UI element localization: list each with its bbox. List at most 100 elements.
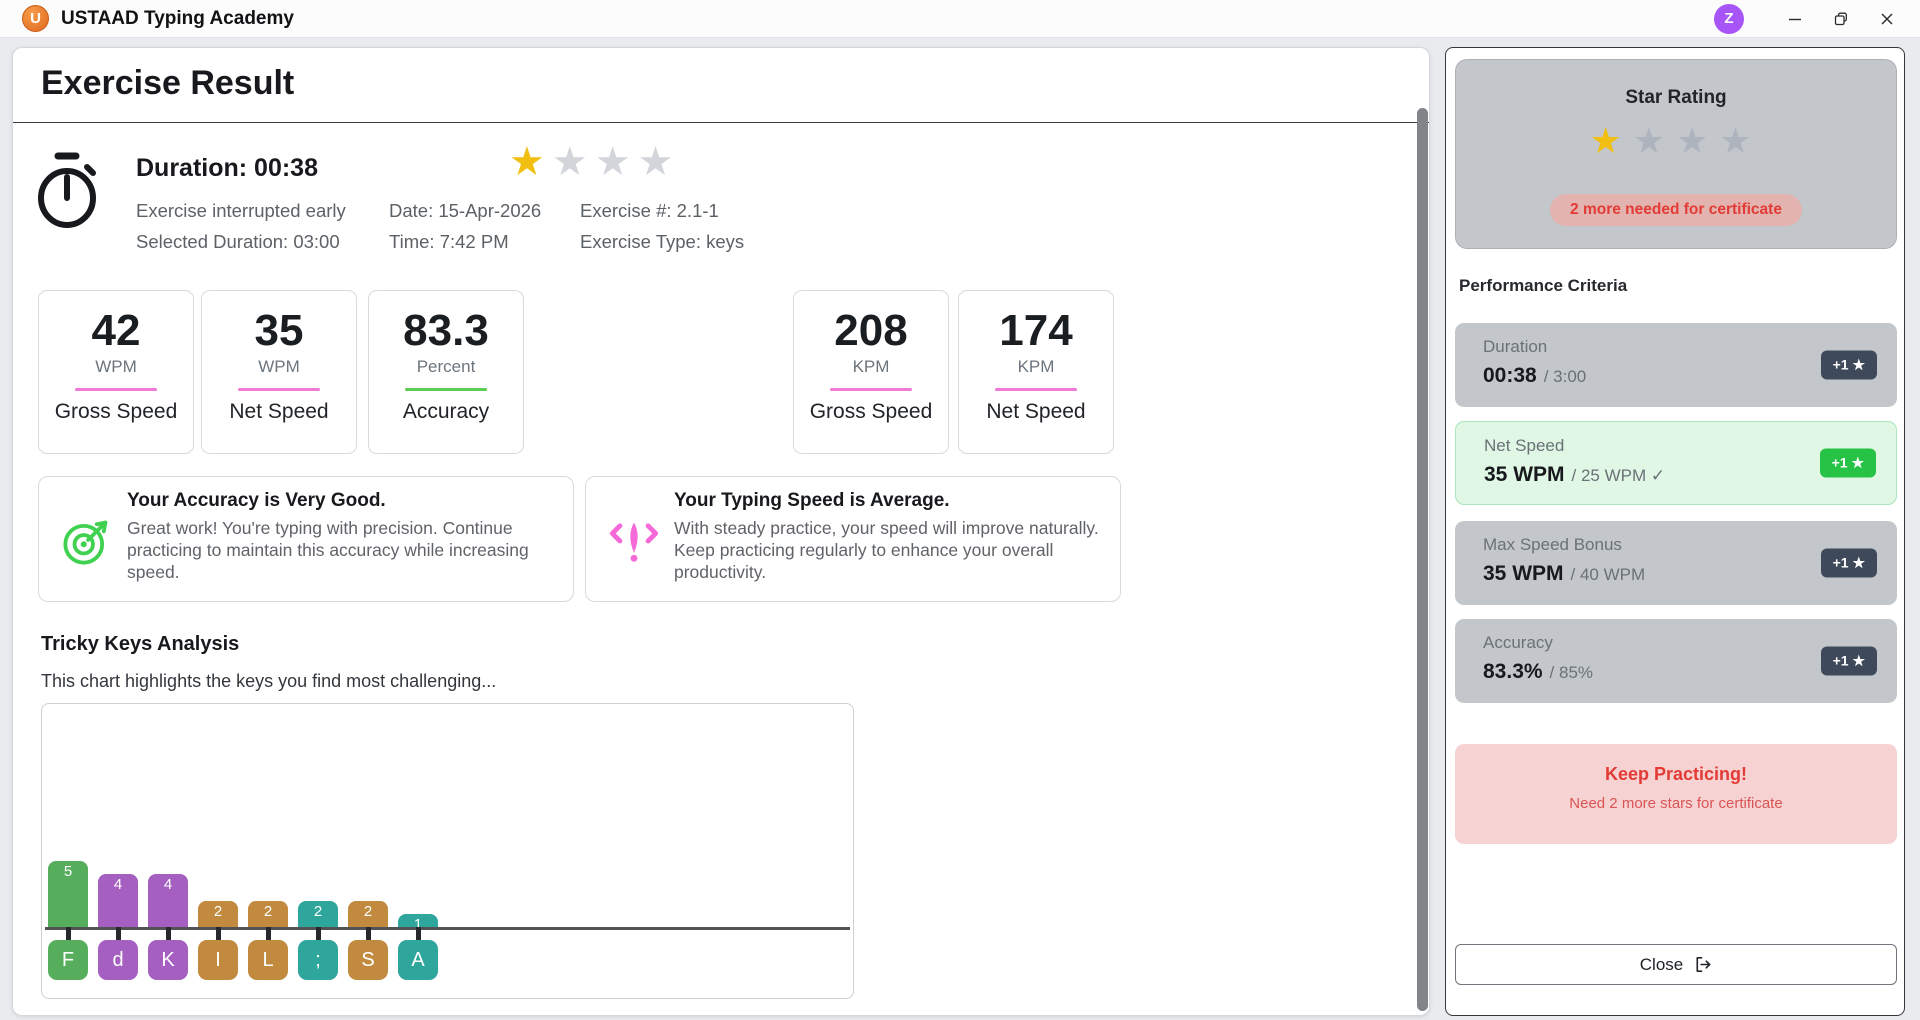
- criteria-label: Accuracy: [1483, 633, 1553, 652]
- user-avatar[interactable]: Z: [1714, 3, 1744, 34]
- exercise-type: Exercise Type: keys: [580, 231, 745, 252]
- axis-tick: [265, 927, 271, 941]
- stat-value: 83.3: [403, 306, 489, 355]
- tricky-keys-heading: Tricky Keys Analysis: [41, 633, 240, 655]
- chart-bar: 1: [398, 914, 438, 927]
- stat-label: Gross Speed: [809, 400, 933, 424]
- minimize-button[interactable]: [1772, 3, 1818, 35]
- close-button[interactable]: Close: [1455, 944, 1897, 985]
- minimize-icon: [1789, 18, 1801, 20]
- header-star-rating: ★★★★: [509, 142, 680, 182]
- speed-feedback-box: Your Typing Speed is Average. With stead…: [585, 476, 1121, 602]
- duration-heading: Duration: 00:38: [136, 154, 318, 182]
- criteria-value: 83.3%: [1483, 660, 1543, 683]
- app-title: USTAAD Typing Academy: [61, 7, 294, 29]
- close-window-button[interactable]: [1864, 3, 1910, 35]
- chart-bar: 4: [148, 874, 188, 927]
- close-icon: [1881, 13, 1893, 24]
- stat-accent-line: [830, 388, 912, 392]
- criteria-value: 00:38: [1483, 364, 1537, 387]
- stat-card-net-speed-kpm: 174 KPM Net Speed: [958, 290, 1114, 454]
- stat-unit: KPM: [1017, 357, 1055, 377]
- star-rating-stars: ★★★★: [1456, 123, 1896, 159]
- stat-unit: Percent: [416, 357, 476, 377]
- exit-icon: [1696, 957, 1711, 972]
- exercise-result-panel: Exercise Result Duration: 00:38 ★★★★ Exe…: [12, 47, 1430, 1016]
- stat-accent-line: [75, 388, 157, 392]
- star-empty-icon: ★: [1676, 120, 1720, 161]
- axis-tick: [215, 927, 221, 941]
- chart-bar: 2: [248, 901, 288, 927]
- star-empty-icon: ★: [1632, 120, 1676, 161]
- bar-value-label: 2: [363, 903, 373, 920]
- stat-unit: WPM: [258, 357, 300, 377]
- stat-label: Net Speed: [986, 400, 1086, 424]
- chart-bar: 5: [48, 861, 88, 927]
- key-label-tile: A: [398, 940, 438, 980]
- feedback-body: With steady practice, your speed will im…: [674, 518, 1099, 583]
- bar-value-label: 2: [313, 903, 323, 920]
- criteria-label: Net Speed: [1484, 436, 1565, 455]
- target-icon: [63, 520, 108, 565]
- star-empty-icon: ★: [1719, 120, 1763, 161]
- maximize-button[interactable]: [1818, 3, 1864, 35]
- axis-tick: [315, 927, 321, 941]
- key-label-tile: L: [248, 940, 288, 980]
- bar-value-label: 5: [63, 863, 73, 880]
- criteria-label: Duration: [1483, 337, 1548, 356]
- stat-accent-line: [238, 388, 320, 392]
- close-button-label: Close: [1639, 954, 1684, 974]
- axis-tick: [365, 927, 371, 941]
- exercise-date: Date: 15-Apr-2026: [389, 200, 542, 221]
- star-empty-icon: ★: [637, 140, 681, 184]
- stat-label: Accuracy: [402, 400, 490, 424]
- criteria-card-net-speed: Net Speed 35 WPM / 25 WPM ✓ +1 ★: [1455, 421, 1897, 505]
- axis-tick: [115, 927, 121, 941]
- criteria-target: / 3:00: [1543, 367, 1587, 386]
- feedback-title: Your Typing Speed is Average.: [674, 490, 950, 511]
- keep-practicing-title: Keep Practicing!: [1604, 764, 1748, 784]
- stat-value: 208: [834, 306, 908, 355]
- tricky-keys-subtitle: This chart highlights the keys you find …: [41, 671, 497, 691]
- chart-bar: 4: [98, 874, 138, 927]
- title-bar: U USTAAD Typing Academy Z: [0, 0, 1920, 38]
- stat-value: 35: [254, 306, 304, 355]
- speedometer-icon: [609, 522, 659, 562]
- star-bonus-badge: +1 ★: [1819, 448, 1876, 478]
- summary-line-2: Selected Duration: 03:00 Time: 7:42 PM E…: [136, 231, 744, 253]
- app-logo-icon: U: [22, 5, 49, 32]
- criteria-card-accuracy: Accuracy 83.3% / 85% +1 ★: [1455, 619, 1897, 703]
- star-filled-icon: ★: [509, 140, 552, 184]
- axis-tick: [165, 927, 171, 941]
- vertical-scrollbar[interactable]: [1417, 108, 1428, 1011]
- star-bonus-badge: +1 ★: [1820, 350, 1877, 380]
- stat-label: Gross Speed: [54, 400, 178, 424]
- star-bonus-badge: +1 ★: [1820, 548, 1877, 578]
- key-label-tile: I: [198, 940, 238, 980]
- feedback-body: Great work! You're typing with precision…: [127, 518, 529, 583]
- criteria-target: / 25 WPM ✓: [1571, 466, 1666, 485]
- stat-value: 42: [91, 306, 141, 355]
- star-rating-title: Star Rating: [1625, 87, 1727, 108]
- performance-criteria-heading: Performance Criteria: [1459, 276, 1628, 295]
- chart-bar: 2: [348, 901, 388, 927]
- stat-card-accuracy: 83.3 Percent Accuracy: [368, 290, 524, 454]
- stat-unit: KPM: [852, 357, 890, 377]
- tricky-keys-chart: 5 F 4 d 4 K 2 I 2 L 2; 2 S 1 A: [41, 703, 854, 999]
- bar-value-label: 2: [263, 903, 273, 920]
- chart-bar: 2: [298, 901, 338, 927]
- bar-value-label: 1: [413, 916, 423, 927]
- stat-label: Net Speed: [229, 400, 329, 424]
- star-filled-icon: ★: [1589, 120, 1633, 161]
- stat-accent-line: [995, 388, 1077, 392]
- stat-card-gross-speed-wpm: 42 WPM Gross Speed: [38, 290, 194, 454]
- header-divider: [13, 122, 1429, 123]
- bar-value-label: 4: [113, 876, 123, 893]
- stat-accent-line: [405, 388, 487, 392]
- star-bonus-badge: +1 ★: [1820, 646, 1877, 676]
- criteria-target: / 40 WPM: [1570, 565, 1646, 584]
- exercise-number: Exercise #: 2.1-1: [580, 200, 719, 221]
- restore-icon: [1834, 12, 1847, 25]
- keep-practicing-subtitle: Need 2 more stars for certificate: [1569, 795, 1783, 812]
- stat-unit: WPM: [95, 357, 137, 377]
